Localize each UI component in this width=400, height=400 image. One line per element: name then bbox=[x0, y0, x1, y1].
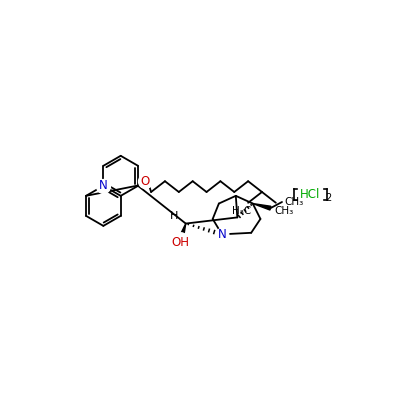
Polygon shape bbox=[178, 224, 186, 241]
Text: HCl: HCl bbox=[300, 188, 321, 201]
Text: CH₃: CH₃ bbox=[274, 206, 293, 216]
Text: N: N bbox=[99, 179, 108, 192]
Text: H₃C: H₃C bbox=[232, 206, 252, 216]
Text: 2: 2 bbox=[325, 193, 331, 203]
Text: CH₃: CH₃ bbox=[285, 197, 304, 207]
Text: OH: OH bbox=[171, 236, 189, 248]
Polygon shape bbox=[253, 204, 271, 210]
Text: H: H bbox=[170, 211, 178, 221]
Text: N: N bbox=[218, 228, 226, 241]
Text: O: O bbox=[140, 175, 150, 188]
